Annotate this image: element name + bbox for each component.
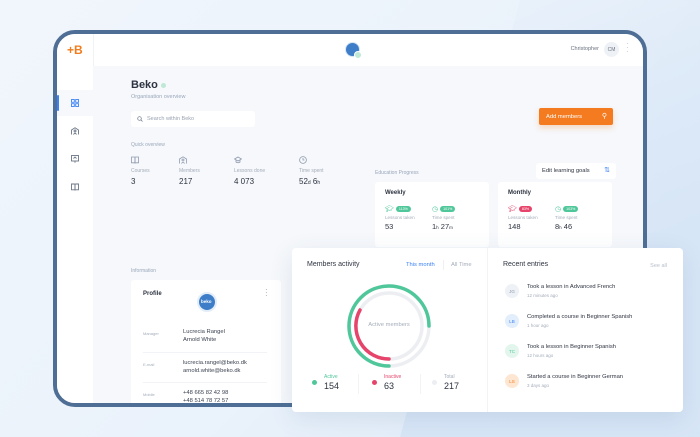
divider (420, 374, 421, 394)
edit-learning-goals-button[interactable]: Edit learning goals ⇅ (536, 163, 616, 179)
divider (487, 248, 488, 412)
sidebar-item-lessons[interactable] (57, 146, 93, 172)
sidebar (57, 66, 93, 403)
members-icon (179, 156, 200, 166)
avatar: LB (505, 314, 519, 328)
status-badge: 113% (395, 206, 411, 212)
active-dot-icon (312, 380, 317, 385)
more-menu-icon[interactable]: · · · (265, 285, 268, 300)
divider (93, 34, 94, 66)
monthly-progress-card: Monthly 🎓︎ 83% Lessons taken 148 ◷ 103% … (498, 182, 612, 247)
stat-courses: Courses 3 (131, 156, 150, 186)
more-menu-icon[interactable]: · · · (626, 39, 629, 56)
page-subtitle: Organisation overview (131, 94, 186, 100)
search-icon (137, 116, 143, 122)
sidebar-item-members[interactable] (57, 118, 93, 144)
add-members-button[interactable]: Add members ⚲ (539, 108, 613, 125)
donut-center-label: Active members (368, 322, 410, 328)
section-label-quick-overview: Quick overview (131, 142, 165, 148)
stat-lessons-done: Lessons done 4 073 (233, 156, 265, 186)
profile-row-email: E-mail lucrecia.rangel@beko.dk arnold.whi… (143, 352, 267, 374)
app-window: +B Christopher CM · · · Beko Organisation … (53, 30, 647, 407)
status-badge: 103% (563, 206, 579, 212)
search-placeholder: Search within Beko (147, 116, 195, 122)
inactive-dot-icon (372, 380, 377, 385)
sidebar-item-dashboard[interactable] (57, 90, 93, 116)
status-badge: 101% (440, 206, 456, 212)
divider (443, 260, 444, 270)
page-title: Beko (131, 79, 166, 91)
see-all-link[interactable]: See all (650, 263, 667, 269)
stat-time-spent: Time spent 52d 6h (299, 156, 324, 186)
book-icon (71, 183, 79, 191)
tab-all-time[interactable]: All Time (451, 262, 472, 268)
weekly-progress-card: Weekly 🎓︎ 113% Lessons taken 53 ◷ 101% T… (375, 182, 489, 247)
section-label-education-progress: Education Progress (375, 170, 419, 176)
graduation-cap-icon (233, 156, 265, 166)
sidebar-item-courses[interactable] (57, 174, 93, 200)
clock-icon: ◷ (555, 206, 562, 213)
user-plus-icon: ⚲ (601, 113, 607, 120)
tab-this-month[interactable]: This month (406, 262, 435, 268)
main-content: Beko Organisation overview Search within… (93, 66, 643, 403)
members-activity-title: Members activity (307, 261, 360, 268)
presentation-icon (71, 155, 79, 163)
grid-icon (71, 99, 79, 107)
verified-icon (160, 82, 166, 88)
section-label-information: Information (131, 268, 157, 274)
avatar: LS (505, 374, 519, 388)
profile-card: Profile beko · · · Manager Lucrecia Rangel… (131, 280, 281, 403)
sliders-icon: ⇅ (604, 167, 610, 174)
graduation-cap-icon: 🎓︎ (385, 206, 394, 213)
divider (358, 374, 359, 394)
app-logo[interactable]: +B (67, 43, 83, 57)
profile-row-mobile: Mobile +48 665 82 42 98 +48 514 78 72 57 (143, 382, 267, 403)
stat-members: Members 217 (179, 156, 200, 186)
graduation-cap-icon: 🎓︎ (508, 206, 517, 213)
avatar: JG (505, 284, 519, 298)
top-bar: +B Christopher CM · · · (57, 34, 643, 66)
user-name[interactable]: Christopher (570, 46, 599, 52)
status-badge: 83% (518, 206, 533, 212)
recent-entries-title: Recent entries (503, 261, 549, 268)
search-input[interactable]: Search within Beko (131, 111, 255, 127)
org-logo-icon (345, 42, 362, 59)
avatar: TC (505, 344, 519, 358)
members-icon (71, 127, 79, 135)
members-activity-card: Members activity This month All Time Act… (292, 248, 683, 412)
active-members-donut-chart (347, 284, 431, 368)
avatar[interactable]: CM (604, 42, 619, 57)
clock-icon (299, 156, 324, 166)
org-logo: beko (197, 292, 217, 312)
book-icon (131, 156, 150, 166)
total-dot-icon (432, 380, 437, 385)
clock-icon: ◷ (432, 206, 439, 213)
